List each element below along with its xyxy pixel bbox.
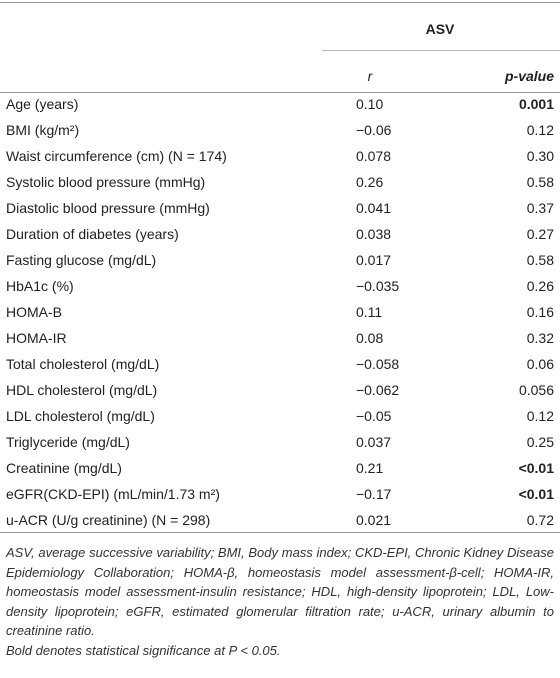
r-value: 0.021 [356, 512, 392, 528]
p-value: 0.16 [526, 304, 554, 320]
p-value: 0.25 [526, 434, 554, 450]
column-header: r [367, 68, 373, 84]
p-value: <0.01 [518, 486, 554, 502]
row-label: u-ACR (U/g creatinine) (N = 298) [6, 512, 211, 528]
row-label: Fasting glucose (mg/dL) [6, 252, 157, 268]
r-value: 0.11 [356, 304, 383, 320]
r-value: 0.10 [356, 96, 384, 112]
row-label: Creatinine (mg/dL) [6, 460, 122, 476]
row-label: Total cholesterol (mg/dL) [6, 356, 160, 372]
p-value: 0.58 [526, 252, 554, 268]
column-header: p-value [504, 68, 554, 84]
r-value: 0.037 [356, 434, 392, 450]
r-value: 0.038 [356, 226, 392, 242]
r-value: −0.035 [356, 278, 400, 294]
row-label: Diastolic blood pressure (mmHg) [6, 200, 210, 216]
row-label: Waist circumference (cm) (N = 174) [6, 148, 227, 164]
p-value: 0.056 [518, 382, 554, 398]
p-value: 0.37 [526, 200, 554, 216]
p-value: 0.32 [526, 330, 554, 346]
row-label: HDL cholesterol (mg/dL) [6, 382, 158, 398]
p-value: 0.27 [526, 226, 554, 242]
row-label: BMI (kg/m²) [6, 122, 80, 138]
r-value: 0.08 [356, 330, 384, 346]
p-value: 0.12 [526, 408, 554, 424]
p-value: 0.26 [526, 278, 554, 294]
bottom-rule [0, 532, 560, 533]
r-value: 0.078 [356, 148, 392, 164]
footnote: ASV, average successive variability; BMI… [6, 543, 554, 660]
p-value: <0.01 [518, 460, 554, 476]
group-header: ASV [425, 21, 455, 37]
footnote-line: Bold denotes statistical significance at… [6, 642, 281, 658]
p-value: 0.12 [526, 122, 554, 138]
r-value: −0.062 [356, 382, 400, 398]
r-value: 0.21 [356, 460, 384, 476]
row-label: HOMA-IR [6, 330, 67, 346]
p-value: 0.06 [526, 356, 554, 372]
row-label: HbA1c (%) [6, 278, 74, 294]
row-label: LDL cholesterol (mg/dL) [6, 408, 155, 424]
r-value: −0.06 [356, 122, 392, 138]
group-rule [322, 50, 560, 51]
r-value: −0.058 [356, 356, 400, 372]
p-value: 0.001 [518, 96, 554, 112]
row-label: eGFR(CKD-EPI) (mL/min/1.73 m²) [6, 486, 220, 502]
p-value: 0.30 [526, 148, 554, 164]
header-rule [0, 92, 560, 93]
r-value: 0.041 [356, 200, 392, 216]
r-value: −0.17 [356, 486, 392, 502]
p-value: 0.58 [526, 174, 554, 190]
row-label: HOMA-B [6, 304, 62, 320]
p-value: 0.72 [526, 512, 554, 528]
row-label: Duration of diabetes (years) [6, 226, 179, 242]
row-label: Triglyceride (mg/dL) [6, 434, 130, 450]
r-value: 0.26 [356, 174, 384, 190]
r-value: −0.05 [356, 408, 392, 424]
top-rule [0, 2, 560, 3]
row-label: Age (years) [6, 96, 79, 112]
footnote-line: ASV, average successive variability; BMI… [6, 545, 554, 638]
row-label: Systolic blood pressure (mmHg) [6, 174, 206, 190]
r-value: 0.017 [356, 252, 392, 268]
